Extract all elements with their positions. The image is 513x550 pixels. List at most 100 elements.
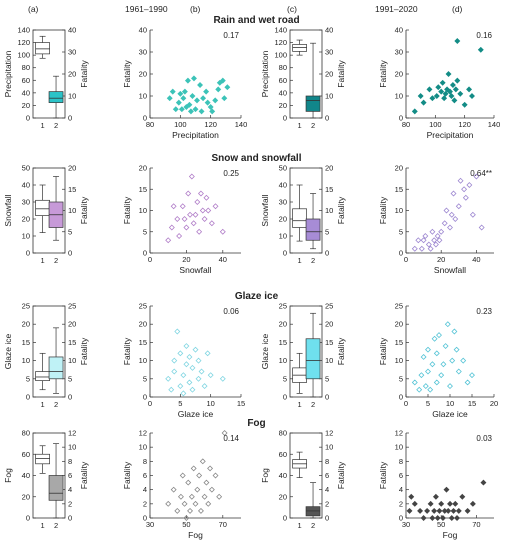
fog-b-point — [177, 493, 184, 500]
rain-b-point — [221, 95, 228, 102]
snow-a-cat-label: 1 — [41, 256, 45, 265]
fog-a-cat-label: 1 — [41, 521, 45, 530]
glaze-c-right-tick-label: 20 — [325, 320, 333, 329]
snow-b-point — [188, 173, 195, 180]
fog-c-left-tick-label: 80 — [279, 429, 287, 438]
glaze-b-point — [219, 375, 226, 382]
rain-b-point — [204, 99, 211, 106]
rain-d-point — [448, 93, 455, 99]
fog-c-ylabel-left: Fog — [260, 468, 270, 483]
rain-b-x-tick-label: 120 — [204, 120, 217, 129]
snow-b-point — [174, 216, 181, 222]
rain-d-point — [477, 46, 484, 53]
rain-b-point — [177, 90, 184, 97]
rain-a-box2-box — [48, 91, 64, 103]
fog-d-point — [438, 500, 445, 507]
glaze-b-point — [180, 372, 187, 379]
snow-b-point — [183, 224, 190, 231]
snow-d-point — [434, 233, 441, 239]
fog-d-point — [464, 507, 471, 514]
rain-d-point — [452, 86, 459, 93]
glaze-b-y-tick-label: 0 — [143, 393, 147, 402]
glaze-b-xlabel: Glaze ice — [178, 409, 214, 419]
snow-b-point — [196, 228, 203, 235]
fog-d-point — [429, 515, 436, 521]
fog-d-corr-label: 0.03 — [476, 434, 492, 443]
glaze-d-y-tick-label: 0 — [399, 393, 403, 402]
glaze-d-corr-label: 0.23 — [476, 307, 492, 316]
glaze-c-left-tick-label: 20 — [279, 320, 287, 329]
snow-a-right-tick-label: 20 — [68, 164, 76, 173]
rain-d-y-tick-label: 10 — [395, 92, 403, 101]
snow-b-x-tick-label: 40 — [219, 255, 227, 264]
snow-d-point — [420, 237, 427, 244]
snow-d-y-tick-label: 0 — [399, 249, 403, 258]
rain-b-y-tick-label: 20 — [139, 70, 147, 79]
glaze-b-x-tick-label: 5 — [178, 399, 182, 408]
snow-d-corr-label: 0.64** — [470, 169, 492, 178]
glaze-b-point — [171, 368, 178, 375]
snow-b-point — [192, 211, 199, 218]
fog-d-point — [432, 493, 439, 500]
snow-b-point — [201, 216, 208, 222]
glaze-a-ylabel-right: Fatality — [79, 337, 89, 365]
glaze-b-x-tick-label: 15 — [237, 399, 245, 408]
rain-b-point — [207, 104, 214, 110]
glaze-a-right-tick-label: 5 — [68, 374, 72, 383]
snow-d-point — [462, 194, 469, 201]
snow-d-point — [455, 203, 462, 210]
fog-d-point — [420, 515, 427, 521]
rain-d-point — [429, 95, 436, 102]
rain-a-left-tick-label: 120 — [17, 38, 30, 47]
glaze-b-ylabel: Fatality — [122, 337, 132, 365]
snow-d-point — [466, 182, 473, 188]
fog-d-point — [436, 507, 443, 514]
snow-c-right-tick-label: 20 — [325, 164, 333, 173]
fog-c-right-tick-label: 4 — [325, 485, 329, 494]
fog-b-y-tick-label: 4 — [143, 485, 147, 494]
glaze-d-x-tick-label: 20 — [490, 399, 498, 408]
snow-b-point — [205, 207, 212, 214]
snow-c-left-tick-label: 10 — [279, 232, 287, 241]
rain-d-y-tick-label: 40 — [395, 26, 403, 35]
rain-a-ylabel-left: Precipitation — [3, 50, 13, 97]
rain-d-point — [454, 77, 461, 84]
snow-c-cat-label: 2 — [311, 256, 315, 265]
fog-b-x-tick-label: 50 — [182, 520, 190, 529]
snow-c-left-tick-label: 30 — [279, 198, 287, 207]
glaze-b-point — [174, 328, 181, 335]
glaze-d-point — [420, 353, 427, 360]
rain-b-point — [197, 82, 204, 88]
fog-c-left-tick-label: 20 — [279, 492, 287, 501]
fog-a-box2-box — [48, 475, 64, 501]
fog-b-point — [207, 465, 214, 472]
fog-d-y-tick-label: 12 — [395, 429, 403, 438]
rain-b-point — [200, 95, 207, 102]
rain-a-right-tick-label: 30 — [68, 48, 76, 57]
glaze-d-y-tick-label: 15 — [395, 338, 403, 347]
rain-d-point — [461, 101, 468, 108]
fog-d-y-tick-label: 4 — [399, 485, 403, 494]
rain-b-point — [189, 93, 196, 99]
fog-b-corr-label: 0.14 — [223, 434, 239, 443]
glaze-a-right-tick-label: 10 — [68, 356, 76, 365]
glaze-d-y-tick-label: 10 — [395, 356, 403, 365]
rain-d-x-tick-label: 100 — [429, 120, 442, 129]
rain-b-point — [215, 86, 222, 93]
snow-a-cat-label: 2 — [54, 256, 58, 265]
fog-b-point — [174, 507, 181, 514]
rain-b-corr-label: 0.17 — [223, 31, 239, 40]
fog-a-left-tick-label: 20 — [22, 492, 30, 501]
fog-d-x-tick-label: 30 — [402, 520, 410, 529]
snow-c-left-tick-label: 40 — [279, 181, 287, 190]
snow-a-left-tick-label: 10 — [22, 232, 30, 241]
fog-b-point — [179, 472, 186, 479]
fog-b-point — [187, 507, 194, 514]
glaze-c-left-tick-label: 5 — [283, 374, 287, 383]
rain-d-point — [466, 86, 473, 93]
snow-d-point — [457, 177, 464, 184]
fog-a-cat-label: 2 — [54, 521, 58, 530]
snow-b-point — [190, 220, 197, 227]
snow-a-right-tick-label: 5 — [68, 227, 72, 236]
rain-b-y-tick-label: 30 — [139, 48, 147, 57]
